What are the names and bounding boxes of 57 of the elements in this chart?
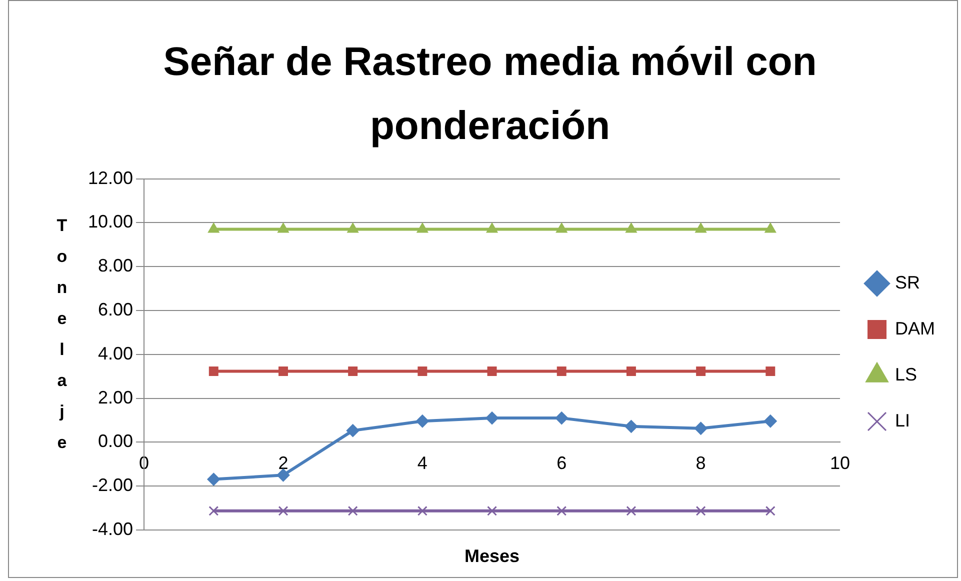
y-axis-title: Tonelaje	[56, 215, 68, 454]
point	[418, 366, 428, 376]
point	[766, 366, 776, 376]
point	[696, 506, 706, 516]
x-tick-label: 10	[830, 452, 850, 473]
point	[765, 506, 776, 516]
point	[694, 422, 708, 435]
legend-label: LI	[895, 410, 910, 430]
point	[278, 506, 288, 516]
point	[624, 420, 638, 433]
point	[208, 366, 218, 376]
point	[278, 222, 289, 233]
x-axis-title: Meses	[464, 546, 520, 566]
point	[764, 222, 776, 233]
y-tick-label: -2.00	[92, 475, 134, 496]
y-tick-label: 6.00	[98, 299, 134, 320]
point	[486, 222, 498, 233]
point	[486, 412, 499, 425]
y-tick-label: 0.00	[98, 431, 134, 452]
point	[276, 468, 290, 482]
y-tick-label: 8.00	[98, 256, 134, 276]
x-tick-label: 4	[417, 452, 428, 473]
point	[696, 366, 706, 376]
point	[208, 222, 220, 233]
point	[416, 222, 428, 233]
point	[487, 506, 498, 516]
legend-label: LS	[895, 364, 918, 384]
y-tick-label: 10.00	[88, 212, 134, 232]
x-tick-label: 6	[556, 452, 567, 473]
point	[207, 472, 220, 486]
point	[346, 424, 360, 438]
point	[626, 506, 636, 516]
point	[556, 222, 568, 233]
point	[348, 506, 358, 516]
point	[487, 366, 497, 376]
point	[695, 222, 707, 233]
point	[626, 366, 636, 376]
y-tick-label: 12.00	[88, 168, 134, 188]
point	[556, 366, 566, 376]
legend-label: SR	[895, 272, 920, 292]
y-tick-label: 2.00	[98, 387, 134, 408]
point	[208, 506, 219, 516]
point	[764, 414, 777, 428]
chart-title: Señar de Rastreo media móvil con ponderación	[162, 39, 818, 150]
y-tick-label: 4.00	[98, 343, 134, 364]
point	[347, 222, 359, 233]
x-tick-label: 2	[278, 452, 288, 473]
point	[348, 366, 358, 376]
point	[417, 506, 428, 516]
point	[556, 506, 567, 516]
y-tick-label: -4.00	[92, 518, 134, 539]
x-tick-label: 8	[696, 452, 706, 473]
point	[416, 414, 429, 428]
point	[626, 222, 637, 233]
point	[555, 412, 568, 425]
legend-label: DAM	[895, 318, 935, 338]
point	[278, 366, 288, 376]
